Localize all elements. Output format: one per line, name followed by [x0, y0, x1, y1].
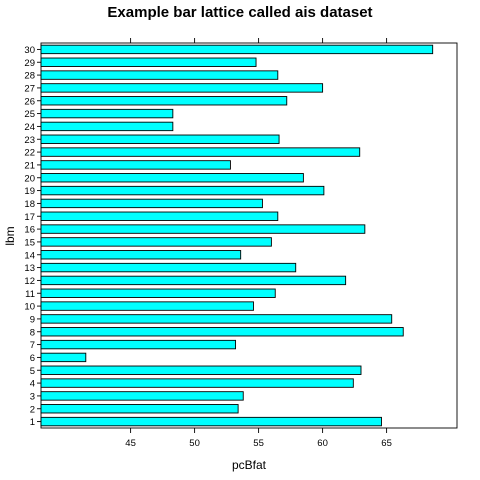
y-tick-label-22: 22 — [24, 148, 35, 159]
y-tick-label-4: 4 — [30, 379, 35, 390]
bar-30 — [40, 44, 434, 55]
bar-4 — [40, 378, 354, 388]
bar-9 — [40, 314, 393, 324]
y-axis-label: lbm — [3, 226, 17, 245]
bar-8 — [40, 327, 404, 337]
plot-frame — [40, 42, 458, 429]
bar-12 — [40, 275, 347, 286]
bar-11 — [40, 288, 276, 298]
bar-15 — [40, 237, 272, 247]
y-tick-label-19: 19 — [24, 186, 35, 197]
y-tick-label-2: 2 — [30, 404, 35, 415]
y-tick-label-5: 5 — [30, 366, 35, 377]
x-tick-label-55: 55 — [253, 438, 264, 449]
y-tick-label-16: 16 — [24, 225, 35, 236]
y-tick-label-10: 10 — [24, 302, 35, 313]
bar-26 — [40, 96, 288, 106]
y-tick-label-21: 21 — [24, 160, 35, 171]
y-tick-label-13: 13 — [24, 263, 35, 274]
bar-24 — [40, 121, 174, 132]
bar-22 — [40, 147, 361, 157]
y-tick-label-11: 11 — [25, 289, 35, 300]
x-tick-label-60: 60 — [317, 438, 328, 449]
bar-21 — [40, 160, 231, 170]
x-tick-label-45: 45 — [125, 438, 136, 449]
y-tick-label-17: 17 — [24, 212, 35, 223]
bar-6 — [40, 352, 87, 363]
y-tick-label-8: 8 — [30, 327, 35, 338]
y-tick-label-15: 15 — [24, 237, 35, 248]
y-tick-label-23: 23 — [24, 135, 35, 146]
y-tick-label-26: 26 — [24, 96, 35, 107]
chart-title: Example bar lattice called ais dataset — [107, 4, 372, 21]
bar-25 — [40, 108, 174, 119]
y-tick-label-28: 28 — [24, 71, 35, 82]
bar-10 — [40, 301, 254, 311]
y-tick-label-6: 6 — [30, 353, 35, 364]
bar-5 — [40, 365, 362, 375]
x-axis-label: pcBfat — [232, 458, 267, 472]
y-tick-label-20: 20 — [24, 173, 35, 184]
y-tick-label-24: 24 — [24, 122, 35, 133]
bar-3 — [40, 391, 244, 401]
x-tick-label-65: 65 — [381, 438, 392, 449]
y-tick-label-18: 18 — [24, 199, 35, 210]
y-tick-label-7: 7 — [30, 340, 35, 351]
bar-1 — [40, 416, 382, 427]
bar-28 — [40, 70, 279, 80]
bar-2 — [40, 404, 239, 414]
bar-13 — [40, 262, 297, 273]
bar-series — [40, 44, 434, 427]
y-axis: 1234567891011121314151617181920212223242… — [24, 45, 41, 428]
y-tick-label-29: 29 — [24, 58, 35, 69]
x-axis: 45 50 55 60 65 — [125, 38, 392, 449]
bar-20 — [40, 173, 304, 183]
y-tick-label-27: 27 — [24, 83, 35, 94]
y-tick-label-25: 25 — [24, 109, 35, 120]
bar-23 — [40, 134, 280, 144]
bar-7 — [40, 339, 237, 350]
bar-19 — [40, 185, 325, 196]
bar-16 — [40, 224, 366, 234]
y-tick-label-1: 1 — [30, 417, 35, 428]
bar-18 — [40, 198, 263, 209]
y-tick-label-3: 3 — [30, 391, 35, 402]
y-tick-label-30: 30 — [24, 45, 35, 56]
bar-29 — [40, 57, 257, 67]
x-tick-label-50: 50 — [189, 438, 200, 449]
y-tick-label-14: 14 — [24, 250, 35, 261]
bar-27 — [40, 83, 324, 93]
bar-14 — [40, 250, 242, 260]
y-tick-label-9: 9 — [30, 314, 35, 325]
bar-17 — [40, 211, 279, 221]
y-tick-label-12: 12 — [24, 276, 35, 287]
